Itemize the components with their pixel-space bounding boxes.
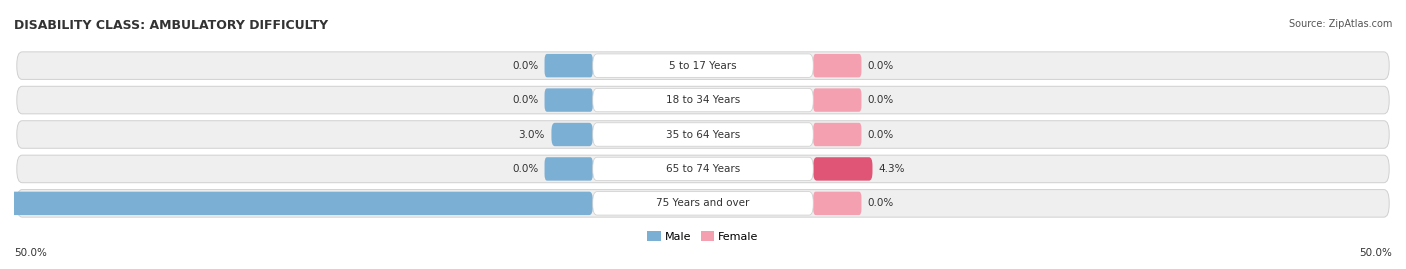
FancyBboxPatch shape: [593, 88, 813, 112]
Legend: Male, Female: Male, Female: [643, 226, 763, 246]
Text: 18 to 34 Years: 18 to 34 Years: [666, 95, 740, 105]
FancyBboxPatch shape: [17, 190, 1389, 217]
Text: 0.0%: 0.0%: [868, 129, 893, 140]
Text: 35 to 64 Years: 35 to 64 Years: [666, 129, 740, 140]
Text: 0.0%: 0.0%: [513, 95, 538, 105]
FancyBboxPatch shape: [593, 123, 813, 146]
Text: 0.0%: 0.0%: [868, 61, 893, 71]
Text: 0.0%: 0.0%: [513, 164, 538, 174]
Text: 65 to 74 Years: 65 to 74 Years: [666, 164, 740, 174]
FancyBboxPatch shape: [593, 54, 813, 77]
FancyBboxPatch shape: [17, 121, 1389, 148]
Text: 3.0%: 3.0%: [519, 129, 544, 140]
FancyBboxPatch shape: [593, 157, 813, 181]
FancyBboxPatch shape: [17, 86, 1389, 114]
Text: 0.0%: 0.0%: [868, 95, 893, 105]
Text: 75 Years and over: 75 Years and over: [657, 198, 749, 208]
FancyBboxPatch shape: [17, 155, 1389, 183]
Text: 5 to 17 Years: 5 to 17 Years: [669, 61, 737, 71]
Text: 50.0%: 50.0%: [1360, 248, 1392, 258]
FancyBboxPatch shape: [544, 54, 593, 77]
Text: DISABILITY CLASS: AMBULATORY DIFFICULTY: DISABILITY CLASS: AMBULATORY DIFFICULTY: [14, 19, 328, 32]
FancyBboxPatch shape: [544, 88, 593, 112]
FancyBboxPatch shape: [17, 52, 1389, 79]
Text: 4.3%: 4.3%: [877, 164, 904, 174]
Text: 0.0%: 0.0%: [868, 198, 893, 208]
FancyBboxPatch shape: [813, 54, 862, 77]
FancyBboxPatch shape: [551, 123, 593, 146]
FancyBboxPatch shape: [813, 123, 862, 146]
FancyBboxPatch shape: [813, 88, 862, 112]
Text: Source: ZipAtlas.com: Source: ZipAtlas.com: [1288, 19, 1392, 29]
FancyBboxPatch shape: [593, 192, 813, 215]
FancyBboxPatch shape: [813, 192, 862, 215]
FancyBboxPatch shape: [544, 157, 593, 181]
FancyBboxPatch shape: [813, 157, 873, 181]
FancyBboxPatch shape: [0, 192, 593, 215]
Text: 50.0%: 50.0%: [14, 248, 46, 258]
Text: 0.0%: 0.0%: [513, 61, 538, 71]
